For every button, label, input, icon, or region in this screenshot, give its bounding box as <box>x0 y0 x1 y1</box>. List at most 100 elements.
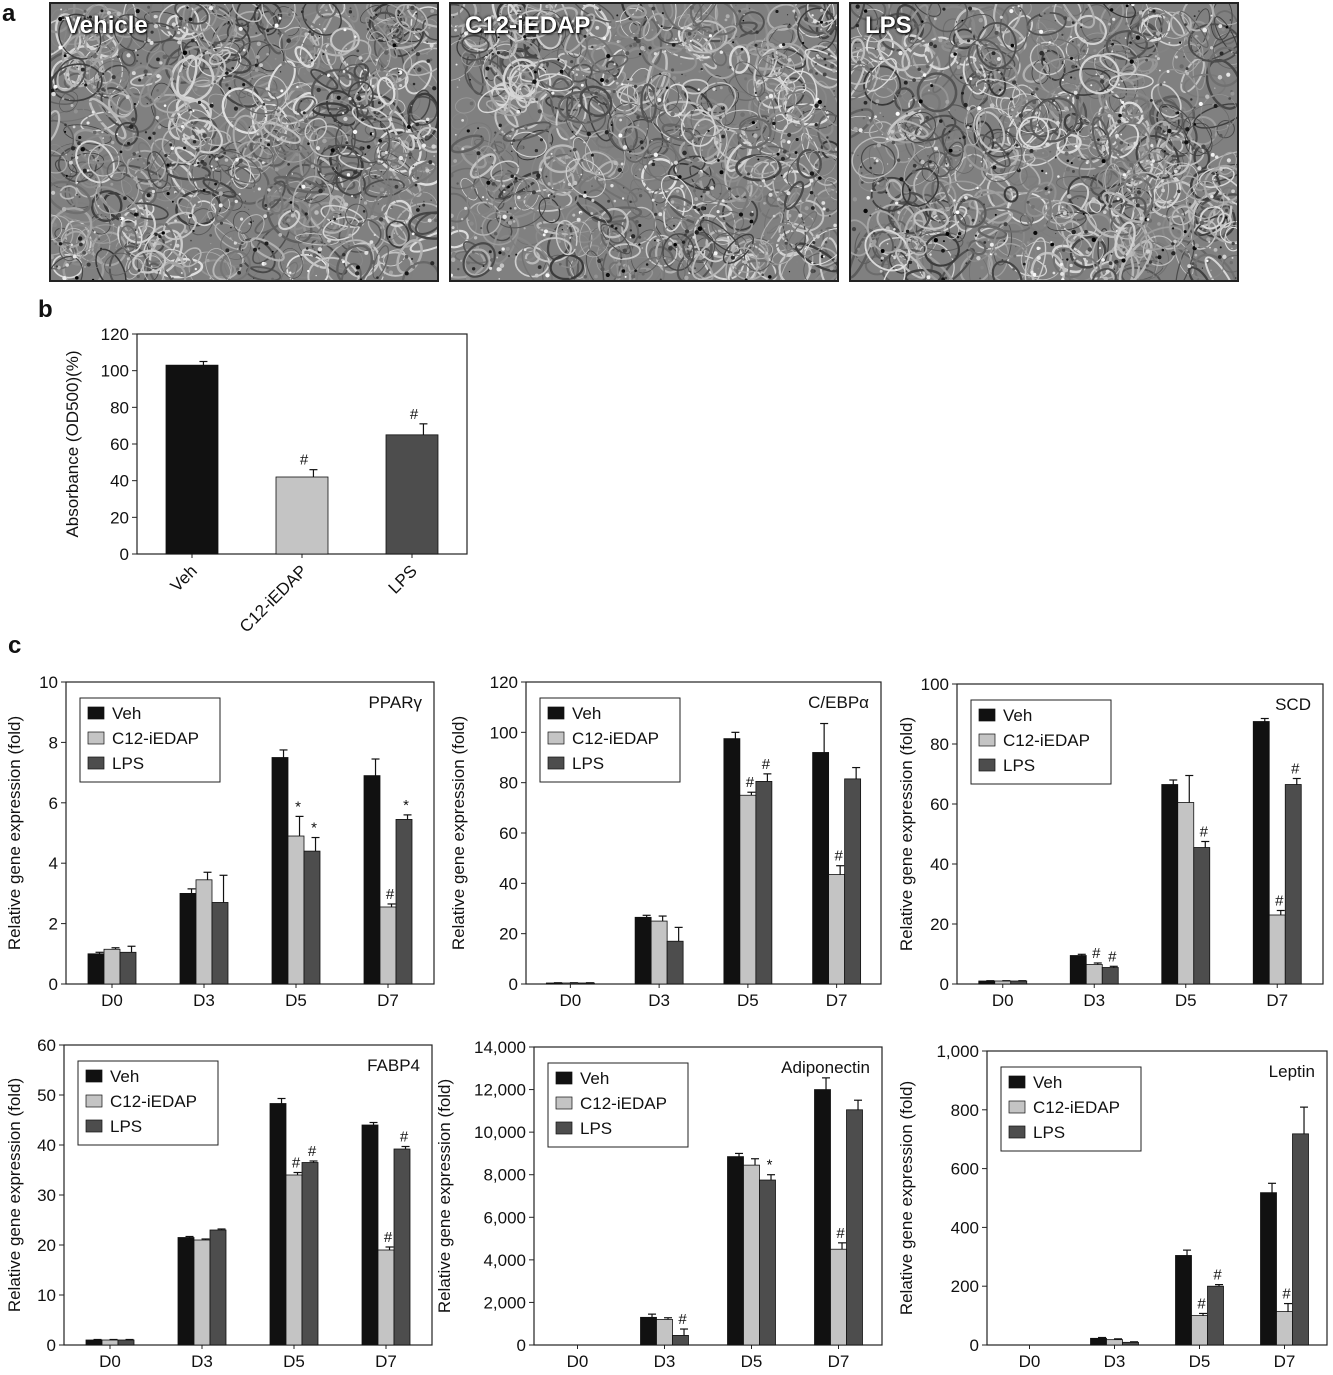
y-axis-label: Relative gene expression (fold) <box>449 716 468 950</box>
legend-label: LPS <box>110 1117 142 1136</box>
bar <box>828 874 846 985</box>
bar <box>759 1179 776 1346</box>
y-tick-label: 1,000 <box>936 1042 979 1061</box>
y-tick-label: 60 <box>110 435 129 454</box>
micrograph-label: LPS <box>865 12 912 39</box>
panel-label-b: b <box>38 296 53 323</box>
x-tick-label: D5 <box>1175 991 1197 1010</box>
y-tick-label: 20 <box>110 508 129 527</box>
bar <box>287 835 305 985</box>
significance-label: # <box>1092 945 1101 962</box>
y-tick-label: 6,000 <box>483 1208 526 1227</box>
y-tick-label: 200 <box>951 1277 979 1296</box>
y-tick-label: 14,000 <box>474 1038 526 1057</box>
chart-title: Leptin <box>1269 1062 1315 1081</box>
significance-label: # <box>1108 948 1117 965</box>
chart-title: FABP4 <box>367 1056 420 1075</box>
bar <box>301 1162 319 1346</box>
x-tick-label: D0 <box>1019 1352 1041 1371</box>
x-tick-label: D7 <box>375 1352 397 1371</box>
plot-area <box>533 1046 883 1346</box>
x-tick-label: Veh <box>167 561 201 595</box>
bar <box>650 920 668 985</box>
y-tick-label: 4,000 <box>483 1251 526 1270</box>
y-tick-label: 0 <box>47 1336 56 1355</box>
bar <box>1268 914 1286 985</box>
significance-label: * <box>311 820 317 837</box>
significance-label: # <box>300 452 309 469</box>
bar <box>303 850 321 985</box>
significance-label: # <box>1291 761 1300 778</box>
y-tick-label: 4 <box>49 854 58 873</box>
significance-label: # <box>1282 1286 1291 1303</box>
legend-label: LPS <box>112 754 144 773</box>
micrograph-label: Vehicle <box>65 12 148 39</box>
plot-area <box>986 1050 1328 1346</box>
bar <box>1252 721 1270 985</box>
significance-label: # <box>1213 1267 1222 1284</box>
micrograph-image <box>51 4 437 280</box>
significance-label: # <box>836 1225 845 1242</box>
y-tick-label: 40 <box>110 472 129 491</box>
bar <box>101 1339 119 1346</box>
y-tick-label: 6 <box>49 794 58 813</box>
legend-label: Veh <box>1033 1073 1062 1092</box>
bar <box>1284 784 1302 985</box>
legend-swatch <box>555 1071 573 1085</box>
legend-swatch <box>1008 1075 1026 1089</box>
y-tick-label: 8 <box>49 733 58 752</box>
legend-label: Veh <box>572 704 601 723</box>
y-tick-label: 80 <box>110 398 129 417</box>
legend-label: LPS <box>1003 756 1035 775</box>
legend-swatch <box>978 733 996 747</box>
bar <box>211 902 229 985</box>
bar <box>812 752 830 985</box>
x-tick-label: D0 <box>992 991 1014 1010</box>
chart-title: Adiponectin <box>781 1058 870 1077</box>
bar <box>844 778 862 985</box>
x-tick-label: D7 <box>377 991 399 1010</box>
legend-label: Veh <box>110 1067 139 1086</box>
micrograph-image <box>451 4 837 280</box>
y-axis-label: Relative gene expression (fold) <box>435 1079 454 1313</box>
y-tick-label: 10,000 <box>474 1123 526 1142</box>
adiponectin-bar-chart: 0 2,000 4,000 6,000 8,000 10,000 12,000 14,000 R… <box>435 1038 883 1371</box>
significance-label: # <box>762 756 771 773</box>
bar <box>195 879 213 985</box>
bar <box>640 1316 657 1346</box>
y-tick-label: 40 <box>37 1136 56 1155</box>
significance-label: # <box>400 1129 409 1146</box>
bar <box>275 476 329 555</box>
significance-label: * <box>295 798 301 815</box>
y-tick-label: 2,000 <box>483 1293 526 1312</box>
leptin-bar-chart: 0 200 400 600 800 1,000 Relative gene expressi… <box>897 1042 1328 1371</box>
bar <box>1193 847 1211 985</box>
legend-label: Veh <box>1003 706 1032 725</box>
x-tick-label: D0 <box>101 991 123 1010</box>
bar <box>666 940 684 985</box>
x-tick-label: D7 <box>826 991 848 1010</box>
significance-label: # <box>1200 824 1209 841</box>
legend-swatch <box>1008 1100 1026 1114</box>
bar <box>285 1174 303 1346</box>
bar <box>672 1335 689 1346</box>
bar <box>1260 1192 1277 1346</box>
x-tick-label: D3 <box>648 991 670 1010</box>
y-tick-label: 0 <box>970 1336 979 1355</box>
bar <box>165 364 219 555</box>
x-tick-label: D7 <box>828 1352 850 1371</box>
bar <box>177 1237 195 1346</box>
y-tick-label: 40 <box>930 855 949 874</box>
y-tick-label: 0 <box>517 1336 526 1355</box>
x-tick-label: D3 <box>193 991 215 1010</box>
legend-swatch <box>547 706 565 720</box>
x-tick-label: D5 <box>737 991 759 1010</box>
x-tick-label: D3 <box>1104 1352 1126 1371</box>
legend-label: C12-iEDAP <box>572 729 659 748</box>
bar <box>634 916 652 985</box>
micrograph-c12-iedap: C12-iEDAP <box>449 2 839 282</box>
bar <box>743 1164 760 1346</box>
significance-label: # <box>834 848 843 865</box>
legend-label: Veh <box>580 1069 609 1088</box>
y-tick-label: 50 <box>37 1086 56 1105</box>
